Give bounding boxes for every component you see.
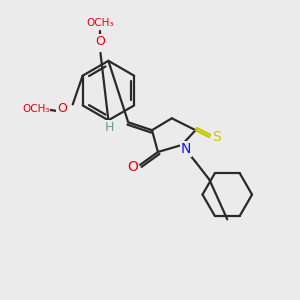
Text: O: O	[95, 34, 105, 47]
Text: OCH₃: OCH₃	[22, 104, 50, 114]
Text: N: N	[181, 142, 191, 156]
Text: O: O	[128, 160, 139, 174]
Text: OCH₃: OCH₃	[87, 18, 114, 28]
Text: O: O	[57, 102, 67, 115]
Text: S: S	[212, 130, 221, 144]
Text: H: H	[105, 121, 114, 134]
